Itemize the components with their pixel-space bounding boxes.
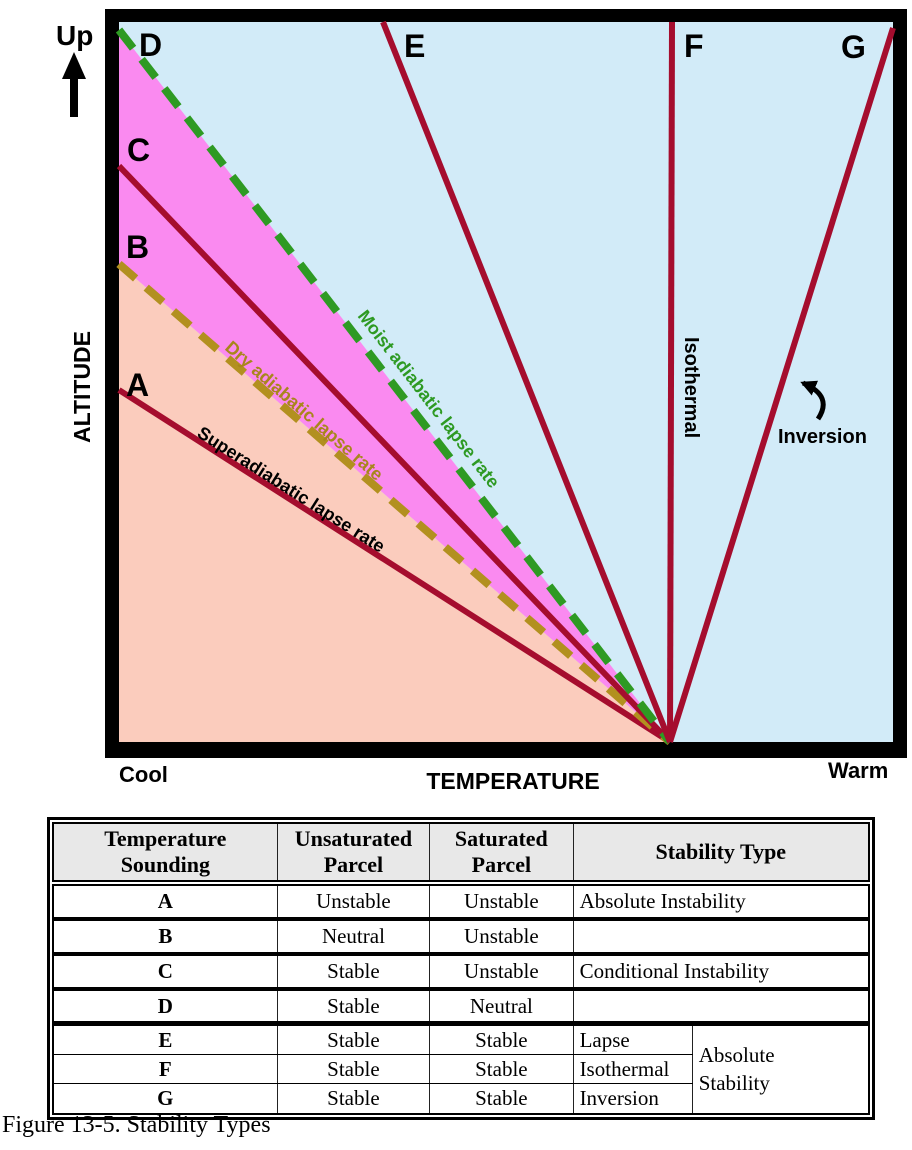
cell-stability: Absolute Instability <box>573 883 869 921</box>
table-header-row: Temperature Sounding Unsaturated Parcel … <box>53 823 869 886</box>
cell-stability-merged: Absolute Stability <box>692 1023 869 1115</box>
cell-sounding: E <box>53 1023 278 1055</box>
line-letter-c: C <box>127 132 150 168</box>
cell-unsaturated: Stable <box>277 989 431 1026</box>
cell-saturated: Unstable <box>429 954 574 991</box>
stability-diagram: A B C D E F G Superadiabatic lapse rate … <box>56 9 907 794</box>
cell-saturated: Unstable <box>429 883 574 921</box>
inversion-arrow <box>800 380 826 421</box>
sounding-line-e <box>380 20 673 744</box>
cell-stability: Lapse <box>573 1023 693 1055</box>
figure-caption: Figure 13-5. Stability Types <box>2 1112 271 1138</box>
temperature-axis-label: TEMPERATURE <box>426 768 599 794</box>
sounding-line-c <box>116 163 673 745</box>
cell-unsaturated: Neutral <box>277 919 431 956</box>
line-letter-e: E <box>404 28 425 64</box>
cell-saturated: Stable <box>429 1023 574 1055</box>
table-row-f: F Stable Stable Isothermal <box>53 1054 869 1084</box>
cell-unsaturated: Stable <box>277 1054 431 1084</box>
cell-sounding: G <box>53 1083 278 1114</box>
line-letter-a: A <box>126 367 149 403</box>
up-arrow-head <box>62 52 86 79</box>
cell-stability: Isothermal <box>573 1054 693 1084</box>
warm-label: Warm <box>828 758 888 783</box>
altitude-axis-label: ALTITUDE <box>69 331 95 443</box>
table-row-b: B Neutral Unstable <box>53 919 869 956</box>
line-letter-b: B <box>126 229 149 265</box>
cell-stability: Inversion <box>573 1083 693 1114</box>
sounding-line-a <box>117 387 672 745</box>
up-label: Up <box>56 20 93 51</box>
cool-label: Cool <box>119 762 168 787</box>
cell-saturated: Unstable <box>429 919 574 956</box>
cell-unsaturated: Stable <box>277 1023 431 1055</box>
stability-table-wrapper: Temperature Sounding Unsaturated Parcel … <box>47 817 875 1120</box>
cell-stability <box>573 919 869 956</box>
table-row-d: D Stable Neutral <box>53 989 869 1026</box>
table-row-a: A Unstable Unstable Absolute Instability <box>53 883 869 921</box>
line-letter-d: D <box>139 27 162 63</box>
cell-stability: Conditional Instability <box>573 954 869 991</box>
cell-saturated: Stable <box>429 1054 574 1084</box>
line-letter-f: F <box>684 28 704 64</box>
inversion-label: Inversion <box>778 426 867 448</box>
cell-stability <box>573 989 869 1026</box>
cell-saturated: Stable <box>429 1083 574 1114</box>
col-header-temperature-sounding: Temperature Sounding <box>53 823 278 886</box>
cell-sounding: F <box>53 1054 278 1084</box>
isothermal-label: Isothermal <box>680 337 702 438</box>
col-header-unsaturated-parcel: Unsaturated Parcel <box>277 823 431 886</box>
cell-sounding: D <box>53 989 278 1026</box>
col-header-stability-type: Stability Type <box>573 823 869 886</box>
sounding-line-f-isothermal <box>667 21 675 743</box>
line-letter-g: G <box>841 29 866 65</box>
table-row-e: E Stable Stable Lapse Absolute Stability <box>53 1023 869 1115</box>
table-row-c: C Stable Unstable Conditional Instabilit… <box>53 954 869 991</box>
cell-saturated: Neutral <box>429 989 574 1026</box>
table-row-g: G Stable Stable Inversion <box>53 1083 869 1114</box>
sounding-line-b-dry-adiabat <box>116 260 673 746</box>
cell-unsaturated: Stable <box>277 1083 431 1114</box>
cell-unsaturated: Stable <box>277 954 431 991</box>
col-header-saturated-parcel: Saturated Parcel <box>429 823 574 886</box>
cell-unsaturated: Unstable <box>277 883 431 921</box>
sounding-line-d-moist-adiabat <box>115 27 674 745</box>
sounding-line-g-inversion <box>667 27 896 743</box>
cell-sounding: B <box>53 919 278 956</box>
stability-table: Temperature Sounding Unsaturated Parcel … <box>52 822 870 1115</box>
cell-sounding: A <box>53 883 278 921</box>
cell-sounding: C <box>53 954 278 991</box>
